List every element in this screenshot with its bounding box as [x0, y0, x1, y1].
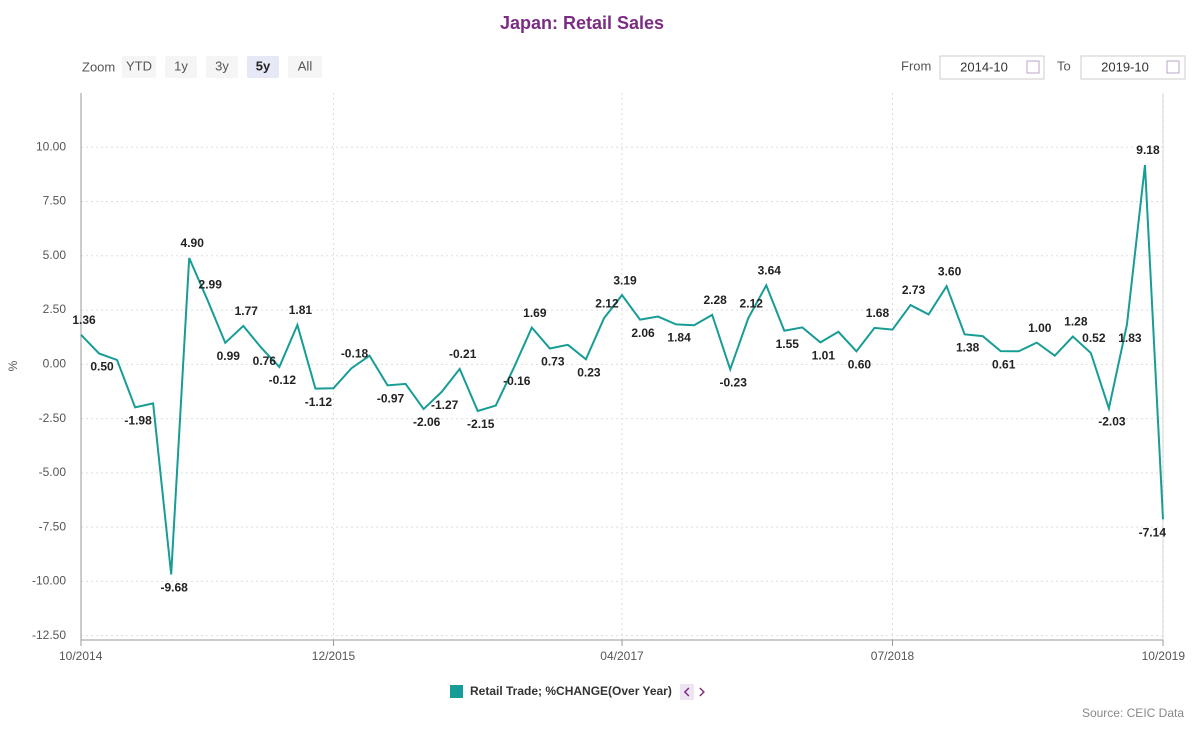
data-label: 1.01	[812, 349, 836, 363]
data-label: -0.12	[269, 373, 297, 387]
y-tick-label: -5.00	[39, 465, 67, 479]
zoom-button-label[interactable]: All	[298, 58, 313, 73]
y-tick-label: -10.00	[32, 574, 66, 588]
to-label: To	[1057, 58, 1071, 73]
y-axis-label: %	[6, 360, 20, 371]
data-label: 1.28	[1064, 315, 1088, 329]
to-value[interactable]: 2019-10	[1101, 59, 1149, 74]
data-label: -1.98	[124, 413, 152, 427]
from-value[interactable]: 2014-10	[960, 59, 1008, 74]
data-label: 2.73	[902, 283, 926, 297]
x-tick-label: 10/2019	[1142, 649, 1186, 663]
legend-swatch	[450, 685, 463, 698]
zoom-button[interactable]	[122, 56, 156, 78]
data-label: 0.76	[253, 354, 277, 368]
legend-label: Retail Trade; %CHANGE(Over Year)	[470, 684, 672, 698]
data-label: 2.28	[703, 293, 727, 307]
data-label: 1.38	[956, 341, 980, 355]
data-label: 0.61	[992, 357, 1016, 371]
zoom-button[interactable]	[288, 56, 322, 78]
data-label: -0.16	[503, 374, 531, 388]
data-label: 1.84	[667, 331, 691, 345]
data-label: -9.68	[160, 581, 188, 595]
data-label: 3.19	[613, 273, 637, 287]
chart-title: Japan: Retail Sales	[500, 13, 664, 33]
x-tick-label: 04/2017	[600, 649, 644, 663]
zoom-button[interactable]	[247, 56, 279, 78]
y-tick-label: -12.50	[32, 628, 66, 642]
zoom-label: Zoom	[82, 59, 115, 74]
data-label: 3.64	[758, 263, 782, 277]
data-label: 0.73	[541, 355, 565, 369]
data-label: 1.77	[235, 304, 259, 318]
x-tick-label: 12/2015	[312, 649, 356, 663]
data-line	[80, 164, 1164, 575]
legend-prev-arrow[interactable]	[683, 687, 690, 697]
to-input[interactable]	[1080, 55, 1186, 80]
data-label: 3.60	[938, 264, 962, 278]
data-label: 4.90	[181, 236, 205, 250]
from-label: From	[901, 58, 931, 73]
data-label: 0.50	[90, 360, 114, 374]
data-label: -2.06	[413, 415, 441, 429]
data-label: 1.36	[72, 313, 96, 327]
data-label: 1.81	[289, 303, 313, 317]
data-label: 1.00	[1028, 321, 1052, 335]
data-label: 0.23	[577, 366, 601, 380]
x-tick-label: 10/2014	[59, 649, 103, 663]
zoom-button-label[interactable]: YTD	[126, 58, 152, 73]
data-label: -1.12	[305, 395, 333, 409]
source: Source: CEIC Data	[1082, 706, 1184, 720]
data-label: 2.99	[199, 278, 223, 292]
y-tick-label: 7.50	[43, 194, 67, 208]
data-label: 1.68	[866, 306, 890, 320]
data-label: 0.99	[217, 349, 241, 363]
data-label: -1.27	[431, 398, 459, 412]
x-tick-label: 07/2018	[871, 649, 915, 663]
data-label: -7.14	[1139, 525, 1167, 539]
data-label: -0.21	[449, 347, 477, 361]
data-label: 9.18	[1136, 143, 1160, 157]
data-label: 2.06	[631, 326, 655, 340]
data-label: -0.23	[720, 375, 748, 389]
data-label: 0.60	[848, 357, 872, 371]
data-label: -0.18	[341, 346, 369, 360]
calendar-icon	[1166, 60, 1180, 74]
from-input[interactable]	[939, 55, 1045, 80]
legend-prev[interactable]	[679, 684, 694, 700]
calendar-icon	[1026, 60, 1040, 74]
data-label: 2.12	[740, 296, 764, 310]
y-tick-label: 0.00	[43, 357, 67, 371]
legend-next-arrow[interactable]	[699, 687, 705, 697]
y-tick-label: -7.50	[39, 519, 67, 533]
data-label: 0.52	[1082, 331, 1106, 345]
y-tick-label: 2.50	[43, 302, 67, 316]
zoom-button[interactable]	[206, 56, 238, 78]
data-label: 1.69	[523, 306, 547, 320]
y-tick-label: 5.00	[43, 248, 67, 262]
data-label: -2.03	[1098, 415, 1126, 429]
zoom-button-label[interactable]: 1y	[174, 58, 188, 73]
y-tick-label: 10.00	[36, 139, 66, 153]
y-tick-label: -2.50	[39, 411, 67, 425]
data-label: -2.15	[467, 417, 495, 431]
zoom-button-label[interactable]: 5y	[256, 58, 271, 73]
data-label: 1.83	[1118, 331, 1142, 345]
data-label: 2.12	[595, 296, 619, 310]
zoom-button-label[interactable]: 3y	[215, 58, 229, 73]
data-label: 1.55	[776, 337, 800, 351]
data-label: -0.97	[377, 392, 405, 406]
zoom-button[interactable]	[165, 56, 197, 78]
